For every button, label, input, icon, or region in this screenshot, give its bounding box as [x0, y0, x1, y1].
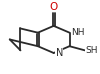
Text: NH: NH: [71, 28, 85, 37]
Text: O: O: [50, 2, 58, 12]
Text: SH: SH: [86, 46, 98, 55]
Text: N: N: [56, 48, 63, 58]
